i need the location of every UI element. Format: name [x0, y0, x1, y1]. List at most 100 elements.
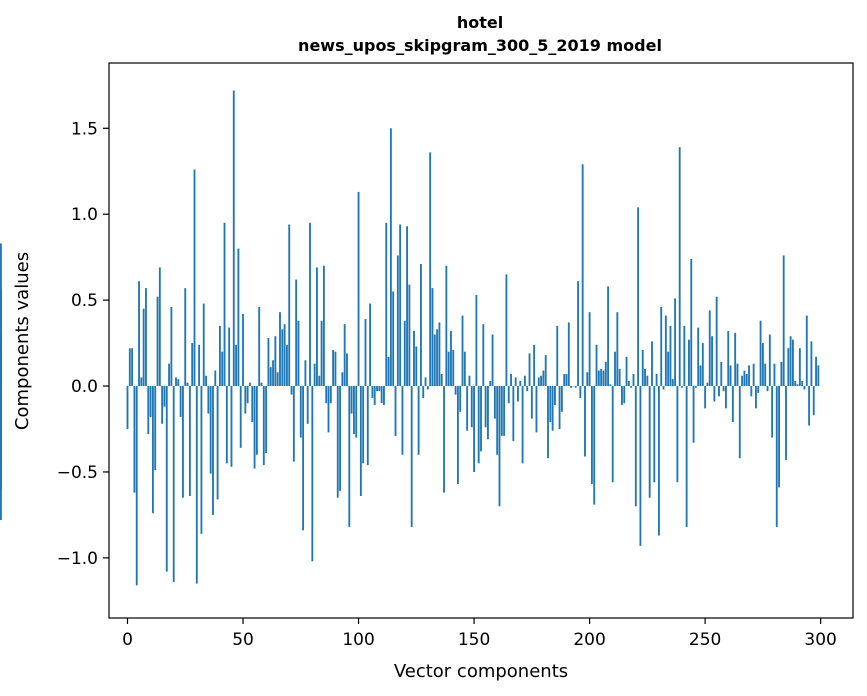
bar — [371, 386, 374, 399]
bar — [519, 380, 522, 387]
bar — [336, 386, 339, 498]
bar — [322, 265, 325, 387]
bar — [768, 334, 771, 387]
bar — [708, 310, 711, 387]
bar — [290, 386, 293, 395]
bar — [577, 281, 579, 387]
bar — [551, 386, 554, 431]
bar — [685, 386, 688, 527]
bar — [558, 386, 561, 429]
bar — [792, 339, 794, 387]
bar — [690, 258, 693, 387]
y-tick-label: −1.0 — [57, 549, 98, 569]
bar — [232, 90, 235, 387]
bar — [517, 386, 519, 402]
bar — [801, 380, 804, 387]
y-tick-label: −0.5 — [57, 463, 98, 483]
bar — [163, 386, 166, 407]
bar — [415, 346, 418, 387]
bar — [299, 386, 302, 438]
bar — [651, 341, 653, 387]
bar — [151, 386, 154, 514]
bar — [473, 386, 475, 472]
bar — [417, 386, 420, 455]
bar — [817, 365, 820, 387]
bar — [133, 386, 136, 493]
bar — [452, 349, 455, 387]
bar — [221, 351, 224, 387]
bar — [711, 336, 713, 387]
y-axis-label: Components values — [12, 252, 33, 430]
bar — [135, 386, 138, 586]
bar — [456, 386, 459, 484]
bar — [660, 306, 663, 387]
bar — [808, 386, 811, 426]
bar — [246, 386, 249, 404]
bar — [526, 386, 529, 392]
bar — [505, 274, 508, 387]
bar — [158, 267, 161, 387]
bar — [443, 386, 445, 493]
bar — [244, 386, 247, 414]
bar — [683, 325, 686, 387]
bar — [590, 386, 593, 484]
bar — [260, 382, 263, 387]
bar — [775, 386, 778, 527]
bar — [279, 312, 281, 387]
bar — [348, 386, 351, 527]
bar — [722, 386, 725, 392]
bar — [713, 386, 716, 402]
bar — [803, 386, 806, 390]
bar — [560, 386, 563, 412]
bar — [470, 386, 473, 428]
bar — [694, 386, 697, 388]
bar — [408, 284, 411, 387]
bar — [362, 386, 365, 464]
bar — [604, 361, 607, 387]
bar — [535, 386, 538, 433]
bar — [600, 368, 603, 387]
bar — [734, 332, 737, 387]
bar — [496, 386, 499, 455]
bar — [595, 344, 598, 387]
bar — [329, 386, 332, 404]
bar — [304, 360, 307, 387]
bar — [394, 386, 397, 436]
bar — [618, 368, 621, 387]
bar — [276, 372, 279, 387]
bar — [297, 320, 300, 387]
bar — [209, 386, 212, 474]
bar — [681, 386, 683, 388]
bar — [182, 386, 184, 498]
bar — [704, 386, 707, 409]
bar — [554, 386, 556, 405]
bar — [676, 386, 679, 483]
bar — [346, 353, 348, 387]
bar — [283, 324, 286, 387]
bar — [556, 325, 559, 387]
bar — [288, 224, 291, 387]
x-tick-label: 200 — [573, 630, 605, 650]
bar — [463, 351, 466, 387]
bar — [285, 344, 288, 387]
bar — [161, 386, 164, 424]
bar — [265, 386, 268, 454]
bar — [602, 370, 605, 387]
bar — [630, 386, 633, 388]
bar — [272, 360, 274, 387]
bar — [376, 386, 378, 392]
bar — [128, 348, 131, 387]
y-tick-label: 1.5 — [71, 119, 98, 139]
x-tick-label: 50 — [232, 630, 254, 650]
bar — [514, 377, 517, 387]
bar — [413, 331, 415, 387]
bar — [810, 341, 813, 387]
bar — [145, 288, 147, 387]
bar — [198, 344, 201, 387]
bar — [0, 332, 2, 387]
bar — [195, 386, 198, 584]
bar — [523, 375, 526, 387]
bar — [736, 363, 739, 387]
bar — [510, 374, 512, 387]
bar — [563, 374, 566, 387]
